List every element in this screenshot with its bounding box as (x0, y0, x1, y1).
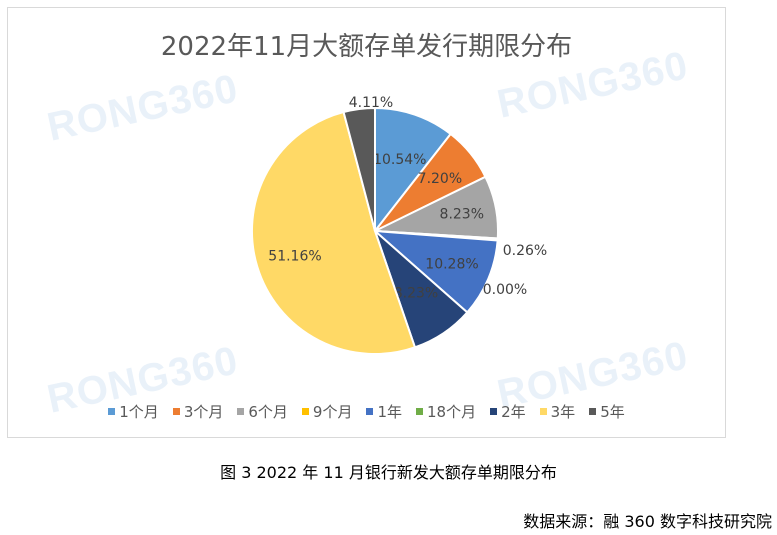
data-label-2: 7.20% (418, 171, 462, 187)
pie-slice-8 (251, 110, 417, 355)
chart-title: 2022年11月大额存单发行期限分布 (160, 32, 573, 62)
legend-item-1: 1个月 (108, 401, 159, 422)
legend-label: 2年 (501, 403, 526, 421)
data-source: 数据来源：融 360 数字科技研究院 (523, 512, 772, 531)
chart-legend: 1个月 3个月 6个月 9个月 1年 18个月 2年 3年 5年 (8, 401, 725, 422)
legend-swatch (490, 408, 498, 415)
figure-caption: 图 3 2022 年 11 月银行新发大额存单期限分布 (220, 463, 557, 482)
legend-swatch (539, 408, 547, 415)
data-label-3: 8.23% (440, 207, 484, 223)
data-label-4: 0.26% (503, 243, 547, 259)
data-label-1: 10.54% (373, 152, 426, 168)
legend-swatch (589, 408, 597, 415)
pie-slice-9 (342, 106, 376, 232)
legend-label: 18个月 (427, 403, 477, 421)
legend-swatch (108, 408, 116, 415)
pie-slice-5 (372, 229, 499, 314)
legend-label: 3年 (550, 403, 576, 421)
legend-item-4: 9个月 (301, 401, 353, 422)
data-label-8: 51.16% (268, 248, 321, 264)
legend-swatch (301, 408, 309, 415)
legend-label: 9个月 (312, 403, 353, 421)
legend-label: 1个月 (119, 403, 159, 421)
chart-frame: RONG360 RONG360 RONG360 RONG360 2022年11月… (7, 7, 726, 438)
pie-slice-1 (374, 106, 453, 234)
legend-item-6: 18个月 (416, 401, 476, 422)
legend-label: 3个月 (183, 403, 224, 421)
legend-swatch (172, 408, 180, 415)
data-label-7: 8.23% (394, 285, 438, 301)
data-label-9: 4.11% (349, 95, 393, 111)
legend-swatch (416, 408, 423, 415)
legend-swatch (237, 408, 245, 415)
legend-item-5: 1年 (366, 401, 402, 422)
legend-swatch (366, 408, 374, 415)
legend-item-7: 2年 (490, 401, 526, 422)
pie-chart: 10.54% 7.20% 8.23% 0.26% 10.28% 0.00% 8.23% 51.… (251, 95, 547, 355)
legend-item-3: 6个月 (237, 401, 288, 422)
legend-item-8: 3年 (539, 401, 576, 422)
legend-label: 5年 (600, 403, 625, 421)
legend-item-9: 5年 (589, 401, 625, 422)
legend-label: 1年 (377, 403, 402, 421)
data-label-5: 10.28% (425, 257, 478, 273)
legend-label: 6个月 (248, 403, 288, 421)
data-label-6: 0.00% (483, 282, 527, 298)
legend-item-2: 3个月 (172, 401, 224, 422)
